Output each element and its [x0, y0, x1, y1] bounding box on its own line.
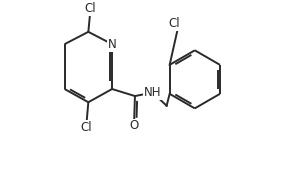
- Text: O: O: [130, 119, 139, 132]
- Text: Cl: Cl: [169, 17, 180, 30]
- Text: N: N: [108, 38, 116, 51]
- Text: Cl: Cl: [84, 2, 96, 15]
- Text: Cl: Cl: [81, 121, 92, 134]
- Text: NH: NH: [144, 86, 161, 99]
